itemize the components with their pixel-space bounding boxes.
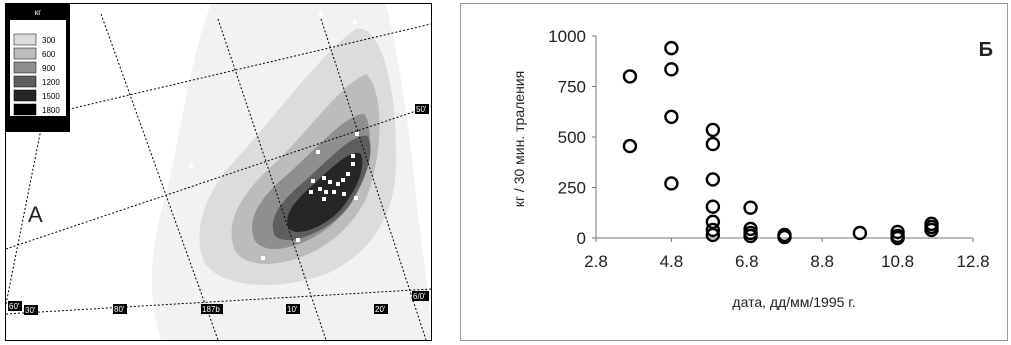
data-point bbox=[705, 222, 721, 238]
station-marker bbox=[322, 176, 326, 180]
x-tick-labels: 2.8 4.8 6.8 8.8 10.8 12.8 bbox=[584, 252, 989, 271]
data-point bbox=[664, 62, 679, 77]
station-marker bbox=[189, 164, 193, 168]
data-point bbox=[743, 221, 758, 237]
station-marker bbox=[311, 179, 315, 183]
station-marker bbox=[354, 196, 358, 200]
data-point bbox=[777, 229, 792, 245]
data-point bbox=[705, 227, 721, 243]
legend-swatch bbox=[13, 33, 37, 46]
data-point bbox=[890, 230, 905, 246]
y-tick-label: 1000 bbox=[548, 27, 586, 46]
panel-a-map: кг 300 600 900 1200 1500 1800 60' 30' 80' 187… bbox=[5, 3, 432, 341]
data-point bbox=[852, 225, 868, 241]
station-marker bbox=[332, 190, 336, 194]
y-tick-label: 250 bbox=[558, 179, 586, 198]
data-point bbox=[890, 224, 905, 240]
x-tick-label: 8.8 bbox=[810, 252, 834, 271]
lat-label: 60' bbox=[9, 302, 20, 311]
station-marker bbox=[351, 154, 355, 158]
station-markers bbox=[189, 12, 359, 260]
y-tick-labels: 0 250 500 750 1000 bbox=[548, 27, 586, 248]
lon-label: 30' bbox=[25, 306, 36, 315]
station-marker bbox=[328, 180, 332, 184]
legend-swatch bbox=[13, 61, 37, 74]
station-marker bbox=[342, 192, 346, 196]
lon-label: 80' bbox=[114, 305, 125, 314]
legend-unit: кг bbox=[35, 8, 42, 17]
y-tick-label: 500 bbox=[558, 128, 586, 147]
data-point bbox=[924, 222, 939, 238]
panel-b-label: Б bbox=[979, 39, 993, 61]
data-point bbox=[743, 228, 758, 244]
legend-swatch bbox=[13, 47, 37, 60]
data-point bbox=[743, 200, 758, 215]
legend-swatch bbox=[13, 75, 37, 88]
lat-label: 50' bbox=[416, 105, 427, 114]
data-point bbox=[705, 136, 721, 152]
legend-level-label: 300 bbox=[42, 36, 56, 45]
scatter-chart: 0 250 500 750 1000 2.8 4.8 6.8 8.8 10.8 12.8 дата… bbox=[511, 27, 993, 310]
station-marker bbox=[318, 187, 322, 191]
legend-level-label: 1200 bbox=[42, 78, 60, 87]
map-legend: кг 300 600 900 1200 1500 1800 bbox=[6, 4, 70, 132]
legend-swatch bbox=[13, 89, 37, 102]
x-axis-label: дата, дд/мм/1995 г. bbox=[732, 294, 855, 310]
density-map: кг 300 600 900 1200 1500 1800 60' 30' 80' 187… bbox=[6, 4, 431, 340]
data-point bbox=[705, 122, 721, 138]
station-marker bbox=[261, 256, 265, 260]
legend-level-label: 1800 bbox=[42, 106, 60, 115]
x-tick-label: 2.8 bbox=[584, 252, 608, 271]
data-points bbox=[622, 40, 939, 246]
legend-level-label: 600 bbox=[42, 50, 56, 59]
data-point bbox=[622, 138, 638, 154]
data-point bbox=[664, 109, 679, 125]
lon-label: 20' bbox=[375, 305, 386, 314]
station-marker bbox=[309, 190, 313, 194]
x-tick-label: 4.8 bbox=[660, 252, 684, 271]
station-marker bbox=[319, 12, 323, 16]
data-point bbox=[622, 69, 638, 84]
x-tick-label: 10.8 bbox=[881, 252, 914, 271]
station-marker bbox=[346, 172, 350, 176]
station-marker bbox=[353, 20, 357, 24]
legend-level-label: 1500 bbox=[42, 92, 60, 101]
station-marker bbox=[351, 162, 355, 166]
station-marker bbox=[316, 150, 320, 154]
legend-swatch bbox=[13, 103, 37, 116]
lat-label: 6/0' bbox=[413, 292, 426, 301]
y-tick-label: 750 bbox=[558, 78, 586, 97]
x-tick-label: 6.8 bbox=[735, 252, 759, 271]
legend-level-label: 900 bbox=[42, 64, 56, 73]
data-point bbox=[664, 176, 679, 191]
data-point bbox=[705, 172, 721, 187]
y-tick-label: 0 bbox=[577, 229, 586, 248]
station-marker bbox=[296, 238, 300, 242]
data-point bbox=[705, 199, 721, 214]
station-marker bbox=[355, 132, 359, 136]
data-point bbox=[664, 40, 679, 56]
y-axis-label: кг / 30 мин. траления bbox=[511, 71, 527, 207]
x-tick-label: 12.8 bbox=[956, 252, 989, 271]
station-marker bbox=[322, 197, 326, 201]
lon-label: 187b bbox=[202, 305, 220, 314]
panel-a-label: А bbox=[28, 202, 43, 227]
station-marker bbox=[341, 178, 345, 182]
station-marker bbox=[324, 190, 328, 194]
grid-labels: 60' 30' 80' 187b 10' 20' 50' 6/0' bbox=[8, 104, 429, 315]
map-grid bbox=[6, 4, 431, 340]
panel-b-chart: 0 250 500 750 1000 2.8 4.8 6.8 8.8 10.8 12.8 дата… bbox=[460, 3, 1008, 341]
chart-axes bbox=[592, 35, 974, 242]
lon-label: 10' bbox=[287, 305, 298, 314]
station-marker bbox=[336, 182, 340, 186]
